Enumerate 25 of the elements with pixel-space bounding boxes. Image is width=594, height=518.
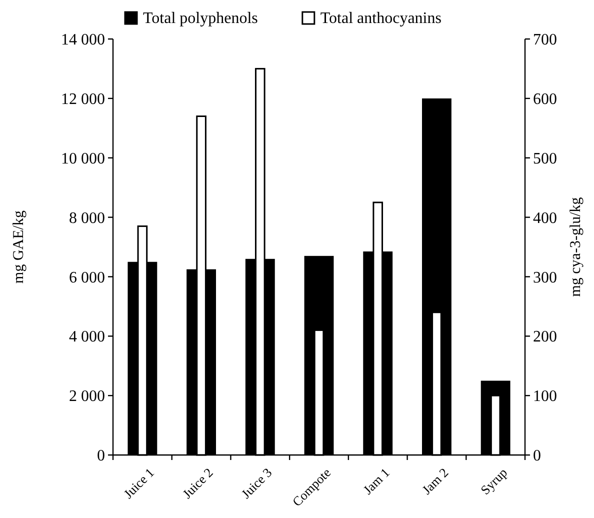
y-tick-label: 0 (97, 448, 105, 465)
y-tick-label: 4 000 (69, 328, 105, 346)
y2-tick-label: 700 (533, 32, 557, 49)
x-tick-label: Juice 2 (179, 464, 216, 502)
y-tick-label: 12 000 (61, 91, 105, 108)
y-tick-label: 8 000 (69, 210, 105, 227)
legend-label: Total polyphenols (143, 10, 258, 27)
y2-tick-label: 500 (533, 150, 557, 168)
legend-label: Total anthocyanins (320, 10, 442, 27)
y2-tick-label: 400 (533, 210, 557, 227)
y2-tick-label: 100 (533, 388, 557, 406)
x-tick-label: Jam 2 (418, 464, 452, 498)
y2-tick-label: 200 (533, 328, 557, 346)
y2-tick-label: 600 (533, 91, 557, 108)
y2-tick-label: 300 (533, 269, 557, 286)
y2-axis-title: mg cya-3-glu/kg (568, 196, 584, 297)
y-axis-title: mg GAE/kg (11, 210, 27, 284)
y2-tick-label: 0 (533, 448, 541, 465)
x-tick-label: Jam 1 (360, 464, 392, 498)
y-tick-label: 2 000 (69, 388, 105, 406)
y-tick-label: 14 000 (61, 32, 105, 49)
y-tick-label: 10 000 (61, 150, 105, 168)
x-tick-label: Juice 3 (238, 464, 275, 502)
y-tick-label: 6 000 (69, 269, 105, 286)
x-tick-label: Juice 1 (120, 464, 157, 502)
